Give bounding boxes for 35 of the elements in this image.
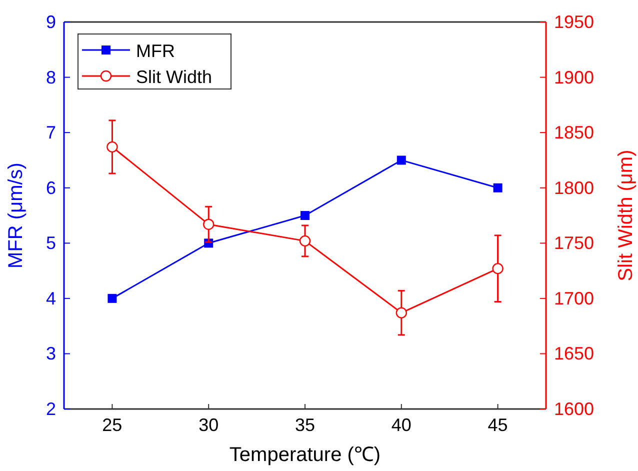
y-tick-label: 6: [46, 178, 56, 198]
y2-axis-title: Slit Width (μm): [615, 150, 637, 282]
y2-tick-label: 1750: [554, 233, 594, 254]
point: [396, 307, 407, 318]
y-tick-label: 2: [46, 399, 56, 419]
x-tick-label: 45: [488, 415, 508, 435]
x-axis-title: Temperature (℃): [229, 444, 381, 466]
x-tick-label: 25: [102, 415, 122, 435]
y2-tick-label: 1600: [554, 399, 594, 419]
point: [299, 235, 311, 247]
point: [108, 294, 117, 303]
point: [492, 262, 504, 274]
x-tick-label: 30: [198, 415, 219, 435]
y2-tick-label: 1650: [554, 344, 594, 364]
y2-tick-label: 1900: [554, 67, 594, 88]
y-tick-label: 8: [46, 67, 56, 88]
y-tick-label: 5: [46, 233, 56, 254]
y2-tick-label: 1850: [554, 122, 594, 143]
y2-tick-label: 1950: [554, 12, 594, 32]
x-tick-label: 35: [294, 415, 316, 435]
legend-label: MFR: [136, 41, 175, 61]
point: [300, 211, 310, 220]
point: [106, 141, 118, 153]
legend-label: Slit Width: [136, 67, 212, 87]
y-tick-label: 7: [46, 122, 56, 143]
y-tick-label: 3: [46, 344, 56, 364]
y-tick-label: 9: [46, 12, 56, 32]
x-tick-label: 40: [391, 415, 412, 435]
y2-tick-label: 1700: [554, 288, 594, 308]
y-tick-label: 4: [46, 288, 56, 308]
y-axis-title: MFR (μm/s): [5, 162, 27, 268]
point: [396, 156, 406, 165]
point: [493, 183, 502, 192]
point: [203, 218, 214, 230]
y2-tick-label: 1800: [554, 178, 594, 198]
